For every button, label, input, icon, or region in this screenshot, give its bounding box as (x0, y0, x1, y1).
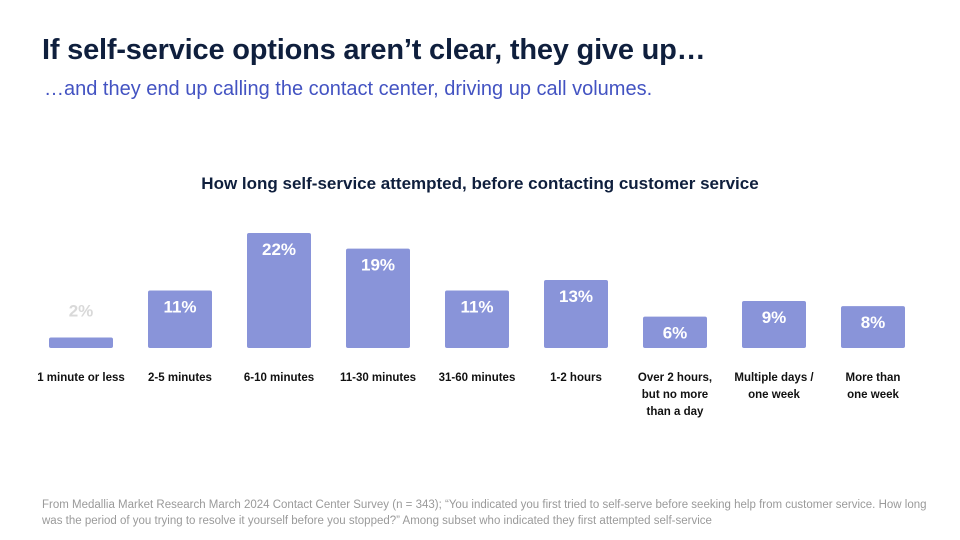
category-label-8: More than one week (845, 372, 901, 401)
data-label-6: 6% (663, 324, 688, 343)
bar-5 (544, 280, 608, 348)
bar-1 (148, 290, 212, 348)
bar-2 (247, 233, 311, 348)
bar-chart: 2% 11% 22% 19% 11% 13% 6% 9% 8% (49, 233, 905, 348)
source-footnote: From Medallia Market Research March 2024… (42, 499, 927, 527)
category-label-6: Over 2 hours, but no more than a day (637, 372, 713, 418)
category-label-0: 1 minute or less (37, 372, 125, 384)
data-label-0: 2% (69, 302, 94, 321)
chart-title: How long self-service attempted, before … (201, 174, 759, 193)
data-label-7: 9% (762, 308, 787, 327)
bar-3 (346, 248, 410, 348)
bar-4 (445, 290, 509, 348)
data-label-8: 8% (861, 313, 886, 332)
data-label-3: 19% (361, 256, 395, 275)
data-label-5: 13% (559, 287, 593, 306)
bar-0 (49, 337, 113, 348)
category-label-1: 2-5 minutes (148, 372, 212, 384)
bar-8 (841, 306, 905, 348)
data-label-4: 11% (460, 298, 493, 317)
bar-6 (643, 316, 707, 348)
category-label-5: 1-2 hours (550, 372, 602, 384)
category-label-4: 31-60 minutes (438, 372, 516, 384)
category-label-2: 6-10 minutes (243, 372, 315, 384)
category-label-7: Multiple days / one week (734, 372, 814, 401)
slide-subtitle: …and they end up calling the contact cen… (44, 78, 653, 100)
data-label-1: 11% (163, 298, 196, 317)
data-label-2: 22% (262, 240, 296, 259)
bar-7 (742, 300, 806, 348)
category-label-3: 11-30 minutes (339, 372, 417, 384)
slide-title: If self-service options aren’t clear, th… (42, 34, 706, 66)
